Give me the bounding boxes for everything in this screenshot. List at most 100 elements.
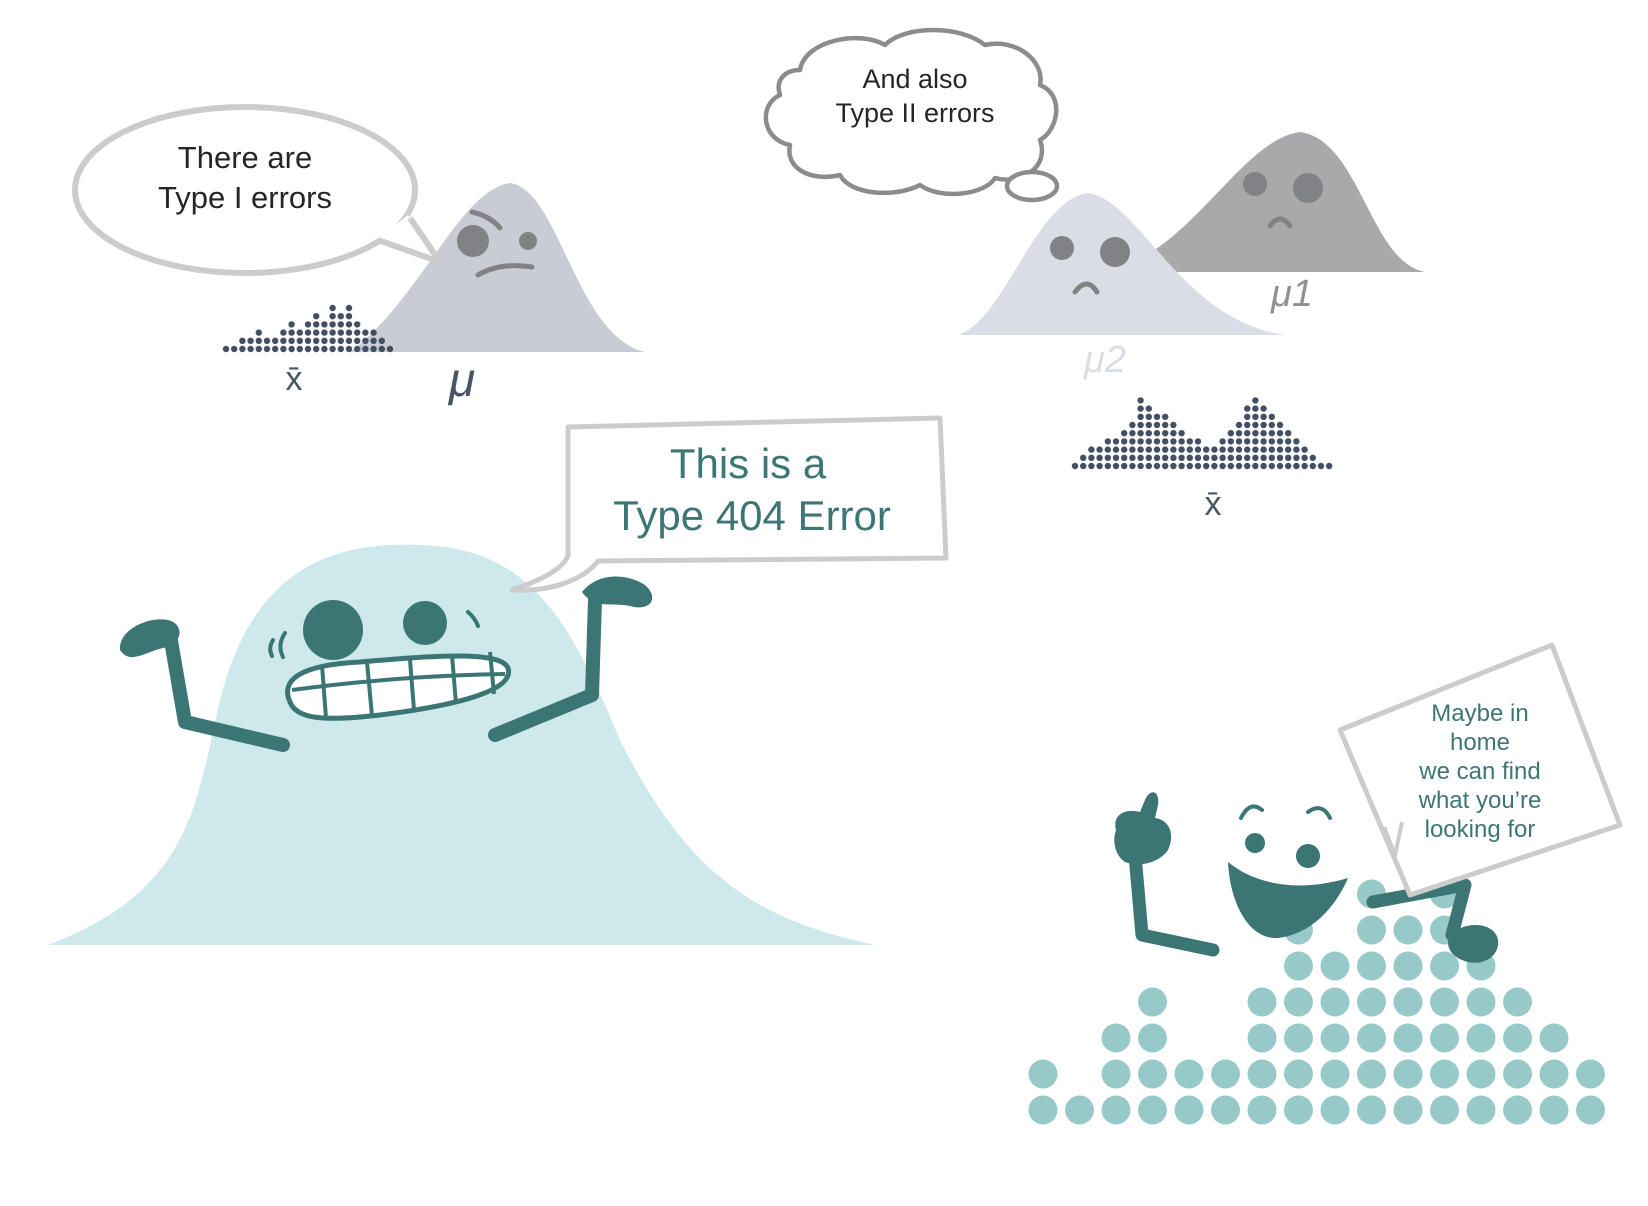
type2-sample-dot (1145, 454, 1153, 461)
home-histogram-dot (1247, 1023, 1277, 1053)
type2-sample-dot (1276, 446, 1284, 453)
home-histogram-dot (1576, 1059, 1605, 1089)
type1-sample-dot (304, 329, 312, 336)
type2-sample-dot (1104, 462, 1112, 470)
type2-sample-dot (1268, 462, 1276, 470)
type2-sample-dot (1178, 446, 1185, 453)
type2-sample-dot (1170, 446, 1177, 453)
type1-sample-dot (222, 345, 230, 353)
home-histogram-dot (1539, 1095, 1569, 1125)
type1-sample-dot (345, 337, 353, 344)
type2-bubble-line2: Type II errors (835, 98, 994, 128)
type2-sample-dot (1071, 462, 1079, 470)
type1-sample-dot (263, 345, 271, 353)
home-histogram-dot (1503, 1023, 1532, 1053)
type1-sample-dot (345, 313, 353, 320)
type2-sample-dot (1194, 462, 1202, 470)
type2-sample-dot (1276, 462, 1284, 470)
type2-cloud-puff (1004, 169, 1060, 203)
home-histogram-dot (1247, 1059, 1277, 1089)
home-histogram-dot (1539, 1059, 1569, 1089)
home-histogram-dot (1320, 987, 1350, 1017)
type2-sample-dot (1137, 405, 1144, 412)
home-histogram-dot (1430, 1059, 1459, 1089)
type2-sample-dot (1276, 454, 1284, 461)
type1-bubble-line1: There are (178, 140, 312, 175)
type2-sample-dot (1235, 421, 1243, 429)
type1-sample-dot (304, 337, 312, 344)
type2-sample-dot (1235, 430, 1243, 437)
home-histogram-dot (1503, 987, 1532, 1017)
home-sign[interactable]: Maybe in home we can find what you’re lo… (1337, 642, 1623, 898)
home-histogram-dot (1466, 1095, 1496, 1125)
type1-sample-dot (296, 329, 303, 336)
type2-mu2-symbol: μ2 (1083, 339, 1126, 381)
home-sign-outline (1337, 642, 1623, 898)
type1-face (457, 209, 537, 278)
home-histogram-dot (1430, 987, 1459, 1017)
type2-sample-dot (1137, 421, 1144, 429)
home-histogram-dot (1284, 1059, 1313, 1089)
type2-sample-dot (1252, 438, 1259, 445)
type2-sample-dot (1178, 438, 1185, 445)
type2-sample-dot (1104, 454, 1112, 461)
type1-sample-dot (329, 313, 336, 320)
type1-sample-dot (288, 345, 295, 353)
main-404-scene: This is a Type 404 Error (48, 415, 949, 945)
type2-sample-dot (1088, 462, 1095, 470)
home-histogram-dot (1430, 951, 1459, 981)
home-histogram-dot (1101, 1059, 1131, 1089)
type1-sample-dot (329, 337, 336, 344)
type2-sample-dot (1112, 446, 1120, 453)
type2-sample-dot (1235, 446, 1243, 453)
type1-sample-dot (354, 321, 361, 328)
type2-sample-dot (1285, 454, 1292, 461)
type1-bubble-tail (378, 215, 440, 262)
type2-dark-mouth (1267, 216, 1293, 229)
type2-sample-dot (1219, 438, 1226, 445)
type2-sample-dot (1162, 413, 1169, 420)
type2-sample-dot (1268, 413, 1276, 420)
type2-sample-dot (1252, 446, 1259, 453)
type2-sample-dot (1186, 462, 1194, 470)
type2-light-left-eye (1050, 236, 1074, 260)
type1-sample-dot (313, 337, 320, 344)
type2-sample-dot (1096, 446, 1103, 453)
home-histogram-dot (1466, 987, 1496, 1017)
home-smile-mouth (1228, 862, 1348, 939)
type1-bubble-outline (72, 104, 418, 276)
home-histogram-dot (1284, 1095, 1313, 1125)
type2-sample-dot (1194, 446, 1202, 453)
type2-sample-dot (1211, 446, 1218, 453)
type2-sample-dot (1244, 446, 1251, 453)
type2-sample-dot (1235, 438, 1243, 445)
type1-sample-dot (321, 345, 328, 353)
type2-sample-dot (1145, 413, 1153, 420)
type2-sample-dot (1162, 454, 1169, 461)
home-histogram-dot (1138, 1095, 1167, 1125)
type1-sample-dot (329, 329, 336, 336)
type2-sample-dot (1153, 413, 1161, 420)
type1-sample-dot (263, 337, 271, 344)
type2-sample-dot (1121, 454, 1128, 461)
type1-sample-dot (272, 345, 279, 353)
home-scene: Maybe in home we can find what you’re lo… (1028, 642, 1623, 1125)
type2-sample-dot (1268, 438, 1276, 445)
home-sign-line1: Maybe in (1431, 700, 1528, 727)
type2-sample-dot (1145, 446, 1153, 453)
type2-sample-dot (1186, 438, 1194, 445)
type2-sample-dot (1235, 454, 1243, 461)
type2-sample-dot (1268, 430, 1276, 437)
type1-left-eye (457, 225, 489, 257)
home-sign-line5: looking for (1425, 816, 1536, 843)
type2-sample-dot (1162, 430, 1169, 437)
type2-sample-dot (1145, 405, 1153, 412)
type2-sample-dot (1301, 462, 1308, 470)
home-histogram-dot (1101, 1023, 1131, 1053)
type1-eyebrow (469, 209, 503, 231)
home-histogram-dot (1284, 987, 1313, 1017)
type2-sample-dot (1129, 430, 1136, 437)
home-sign-pointer (1382, 821, 1404, 857)
type2-bubble-line1: And also (862, 64, 967, 94)
type1-sample-dot (370, 337, 377, 344)
